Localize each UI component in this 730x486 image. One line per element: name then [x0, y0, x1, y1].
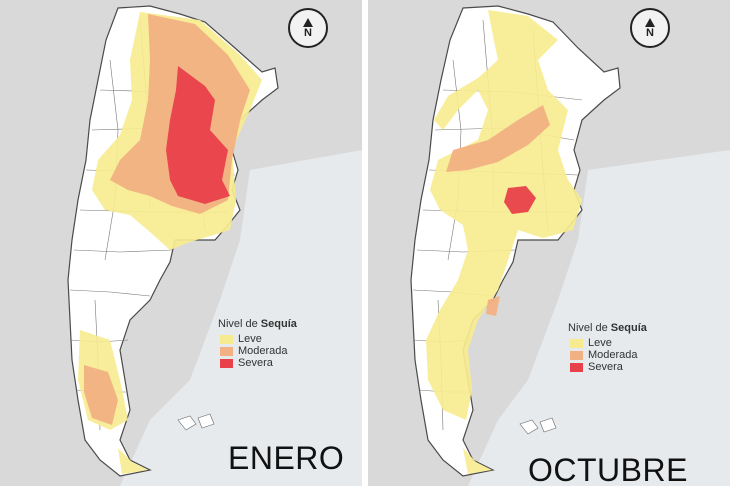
legend-item-severa: Severa	[220, 357, 297, 369]
map-panel-octubre: N Nivel de Sequía Leve Moderada Severa O…	[368, 0, 730, 486]
legend-label-moderada: Moderada	[588, 349, 638, 361]
drought-moderada-region	[446, 105, 550, 172]
panel-separator	[362, 0, 368, 486]
legend-label-moderada: Moderada	[238, 345, 288, 357]
legend-title-prefix: Nivel de	[568, 322, 611, 334]
legend: Nivel de Sequía Leve Moderada Severa	[568, 322, 647, 373]
malvinas-islands	[177, 413, 215, 431]
legend: Nivel de Sequía Leve Moderada Severa	[218, 318, 297, 369]
map-panel-enero: N Nivel de Sequía Leve Moderada Severa E…	[0, 0, 362, 486]
legend-title: Nivel de Sequía	[568, 322, 647, 334]
drought-moderada-region-south	[84, 365, 118, 425]
month-label: OCTUBRE	[528, 452, 688, 486]
month-label: ENERO	[228, 440, 345, 476]
legend-label-severa: Severa	[238, 357, 273, 369]
legend-swatch-leve	[220, 334, 233, 344]
legend-swatch-severa	[570, 362, 583, 372]
legend-swatch-leve	[570, 338, 583, 348]
legend-label-leve: Leve	[238, 333, 262, 345]
legend-title-bold: Sequía	[610, 322, 647, 334]
drought-leve-region-tdf	[463, 448, 492, 474]
legend-item-moderada: Moderada	[570, 349, 647, 361]
legend-swatch-moderada	[220, 346, 233, 356]
north-arrow-icon	[303, 17, 313, 27]
north-label: N	[646, 26, 654, 39]
legend-item-leve: Leve	[570, 337, 647, 349]
legend-item-moderada: Moderada	[220, 345, 297, 357]
argentina-map-enero	[0, 0, 362, 486]
drought-moderada-region-south	[486, 296, 500, 316]
legend-label-severa: Severa	[588, 361, 623, 373]
legend-title-prefix: Nivel de	[218, 318, 261, 330]
legend-swatch-severa	[220, 358, 233, 368]
legend-title-bold: Sequía	[260, 318, 297, 330]
malvinas-islands	[519, 417, 557, 435]
ocean-area	[120, 150, 362, 486]
legend-label-leve: Leve	[588, 337, 612, 349]
ocean-area	[468, 150, 730, 486]
legend-swatch-moderada	[570, 350, 583, 360]
north-label: N	[304, 26, 312, 39]
argentina-map-octubre	[368, 0, 730, 486]
legend-item-leve: Leve	[220, 333, 297, 345]
north-arrow: N	[630, 8, 670, 48]
legend-title: Nivel de Sequía	[218, 318, 297, 330]
drought-severa-region	[504, 186, 536, 214]
north-arrow: N	[288, 8, 328, 48]
north-arrow-icon	[645, 17, 655, 27]
drought-leve-region-tdf	[118, 448, 148, 474]
legend-item-severa: Severa	[570, 361, 647, 373]
drought-severa-region	[166, 66, 230, 204]
